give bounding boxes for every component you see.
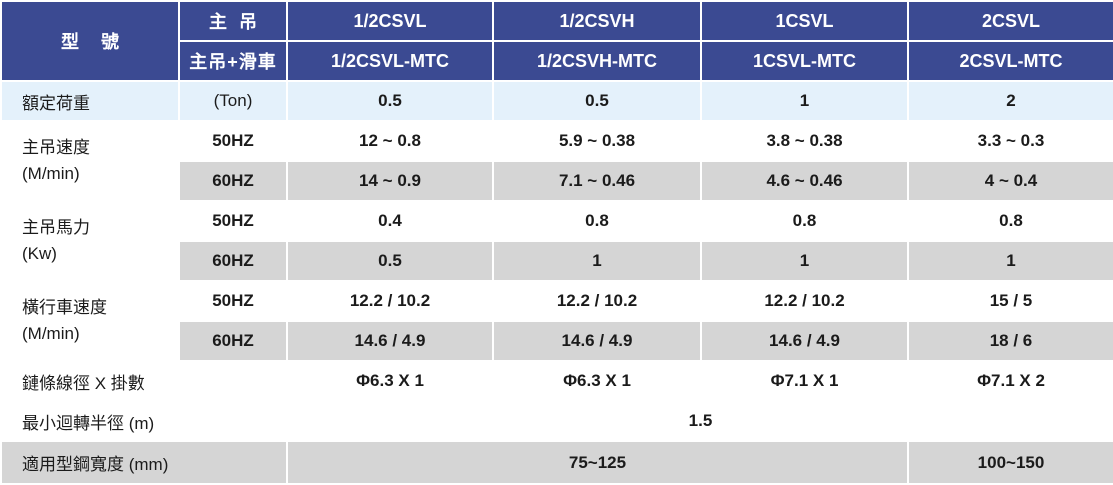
header-row-mtc: 主吊+滑車 1/2CSVL-MTC 1/2CSVH-MTC 1CSVL-MTC … <box>1 40 1113 82</box>
hoist-power-60-value: 0.5 <box>286 240 494 282</box>
traverse-speed-unit: (M/min) <box>22 324 80 343</box>
rated-load-unit: (Ton) <box>178 80 288 122</box>
hoist-power-label: 主吊馬力 <box>22 218 90 237</box>
model-mtc-header: 1CSVL-MTC <box>700 40 909 82</box>
min-radius-value: 1.5 <box>286 400 1113 442</box>
traverse-speed-60-value: 18 / 6 <box>907 320 1113 362</box>
model-header: 1/2CSVH <box>492 0 702 42</box>
chain-row: 鏈條線徑 X 掛數 Φ6.3 X 1 Φ6.3 X 1 Φ7.1 X 1 Φ7.… <box>0 360 1113 402</box>
traverse-speed-60-value: 14.6 / 4.9 <box>492 320 702 362</box>
traverse-speed-label: 橫行車速度 <box>22 298 107 317</box>
traverse-speed-60-value: 14.6 / 4.9 <box>286 320 494 362</box>
freq-60hz: 60HZ <box>178 240 288 282</box>
model-mtc-header: 2CSVL-MTC <box>907 40 1113 82</box>
chain-value: Φ7.1 X 1 <box>700 360 909 402</box>
rated-load-value: 0.5 <box>492 80 702 122</box>
rated-load-value: 1 <box>700 80 909 122</box>
model-header: 1CSVL <box>700 0 909 42</box>
hoist-speed-60-value: 7.1 ~ 0.46 <box>492 160 702 202</box>
model-mtc-header: 1/2CSVH-MTC <box>492 40 702 82</box>
model-header: 2CSVL <box>907 0 1113 42</box>
hoist-power-50-value: 0.8 <box>907 200 1113 242</box>
hoist-trolley-label: 主吊+滑車 <box>178 40 288 82</box>
hoist-power-60-value: 1 <box>700 240 909 282</box>
chain-value: Φ6.3 X 1 <box>286 360 494 402</box>
freq-50hz: 50HZ <box>178 200 288 242</box>
hoist-power-60-value: 1 <box>492 240 702 282</box>
hoist-power-label-cell: 主吊馬力 (Kw) <box>0 200 180 282</box>
beam-width-value-b: 100~150 <box>907 440 1113 485</box>
hoist-power-50-value: 0.8 <box>700 200 909 242</box>
traverse-speed-row-60: 60HZ 14.6 / 4.9 14.6 / 4.9 14.6 / 4.9 18… <box>1 320 1113 362</box>
header-row-models: 型號 主吊 1/2CSVL 1/2CSVH 1CSVL 2CSVL <box>0 0 1113 82</box>
model-label: 型號 <box>0 0 180 82</box>
hoist-speed-50-value: 3.3 ~ 0.3 <box>907 120 1113 162</box>
freq-60hz: 60HZ <box>178 320 288 362</box>
beam-width-row: 適用型鋼寬度 (mm) 75~125 100~150 <box>0 440 1113 485</box>
model-header: 1/2CSVL <box>286 0 494 42</box>
freq-50hz: 50HZ <box>178 280 288 322</box>
traverse-speed-50-value: 12.2 / 10.2 <box>286 280 494 322</box>
freq-50hz: 50HZ <box>178 120 288 162</box>
hoist-speed-unit: (M/min) <box>22 164 80 183</box>
model-mtc-header: 1/2CSVL-MTC <box>286 40 494 82</box>
hoist-power-50-value: 0.8 <box>492 200 702 242</box>
hoist-power-50-value: 0.4 <box>286 200 494 242</box>
rated-load-value: 2 <box>907 80 1113 122</box>
freq-60hz: 60HZ <box>178 160 288 202</box>
hoist-speed-60-value: 14 ~ 0.9 <box>286 160 494 202</box>
rated-load-value: 0.5 <box>286 80 494 122</box>
hoist-power-row-60: 60HZ 0.5 1 1 1 <box>1 240 1113 282</box>
beam-width-label: 適用型鋼寬度 (mm) <box>0 440 288 485</box>
hoist-speed-60-value: 4.6 ~ 0.46 <box>700 160 909 202</box>
hoist-speed-label-cell: 主吊速度 (M/min) <box>0 120 180 202</box>
traverse-speed-50-value: 12.2 / 10.2 <box>492 280 702 322</box>
hoist-speed-label: 主吊速度 <box>22 138 90 157</box>
traverse-speed-60-value: 14.6 / 4.9 <box>700 320 909 362</box>
traverse-speed-50-value: 12.2 / 10.2 <box>700 280 909 322</box>
chain-value: Φ6.3 X 1 <box>492 360 702 402</box>
chain-label: 鏈條線徑 X 掛數 <box>0 360 288 402</box>
hoist-speed-row-60: 60HZ 14 ~ 0.9 7.1 ~ 0.46 4.6 ~ 0.46 4 ~ … <box>1 160 1113 202</box>
chain-value: Φ7.1 X 2 <box>907 360 1113 402</box>
min-radius-row: 最小迴轉半徑 (m) 1.5 <box>0 400 1113 442</box>
hoist-power-60-value: 1 <box>907 240 1113 282</box>
hoist-power-unit: (Kw) <box>22 244 57 263</box>
traverse-speed-label-cell: 橫行車速度 (M/min) <box>0 280 180 362</box>
hoist-speed-60-value: 4 ~ 0.4 <box>907 160 1113 202</box>
rated-load-row: 額定荷重 (Ton) 0.5 0.5 1 2 <box>0 80 1113 122</box>
hoist-speed-row-50: 主吊速度 (M/min) 50HZ 12 ~ 0.8 5.9 ~ 0.38 3.… <box>0 120 1113 202</box>
traverse-speed-50-value: 15 / 5 <box>907 280 1113 322</box>
min-radius-label: 最小迴轉半徑 (m) <box>0 400 288 442</box>
hoist-speed-50-value: 12 ~ 0.8 <box>286 120 494 162</box>
hoist-power-row-50: 主吊馬力 (Kw) 50HZ 0.4 0.8 0.8 0.8 <box>0 200 1113 282</box>
hoist-label: 主吊 <box>178 0 288 42</box>
rated-load-label: 額定荷重 <box>0 80 180 122</box>
traverse-speed-row-50: 橫行車速度 (M/min) 50HZ 12.2 / 10.2 12.2 / 10… <box>0 280 1113 362</box>
hoist-speed-50-value: 5.9 ~ 0.38 <box>492 120 702 162</box>
beam-width-value-a: 75~125 <box>286 440 909 485</box>
hoist-speed-50-value: 3.8 ~ 0.38 <box>700 120 909 162</box>
